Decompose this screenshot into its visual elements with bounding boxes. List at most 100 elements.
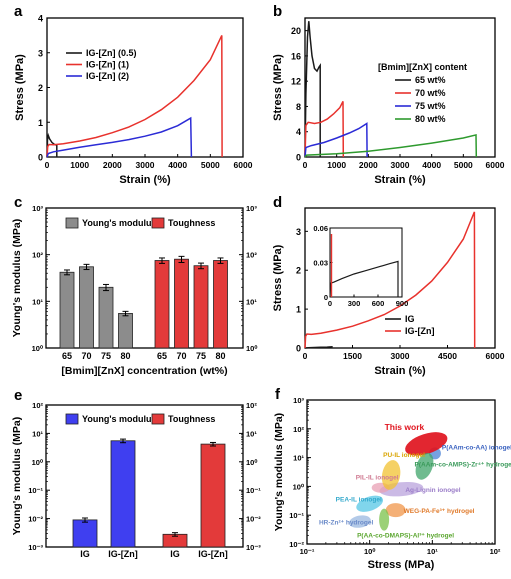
region-label: P(AA-co-DMAPS)-Al³⁺ hydrogel — [357, 533, 454, 540]
panel-letter: f — [275, 386, 281, 403]
y-tick-label: 2 — [296, 266, 301, 276]
y-tick-label-right: 10² — [246, 251, 257, 260]
series-line — [304, 101, 345, 158]
x-category-label: IG-[Zn] — [108, 549, 138, 559]
legend-label: 70 wt% — [415, 88, 446, 98]
x-category-label: 80 — [120, 351, 130, 361]
x-axis-label: Strain (%) — [374, 174, 426, 186]
legend-label: 80 wt% — [415, 114, 446, 124]
y-tick-label: 0 — [296, 153, 301, 163]
bar — [118, 313, 133, 349]
y-tick-label: 1 — [296, 305, 301, 315]
x-category-label: 70 — [176, 351, 186, 361]
x-tick-label: 4500 — [438, 351, 457, 361]
y-axis-label: Stress (MPa) — [14, 54, 26, 121]
y-tick-label: 4 — [38, 14, 43, 24]
y-tick-label: 4 — [296, 127, 301, 137]
y-tick-label: 12 — [291, 77, 301, 87]
panel-letter: b — [273, 3, 282, 20]
x-tick-label: 4000 — [422, 160, 441, 170]
property-region — [356, 495, 384, 512]
x-tick-label: 1500 — [343, 351, 362, 361]
bar — [174, 258, 189, 349]
legend-swatch — [65, 413, 79, 425]
bar — [200, 443, 226, 548]
plot-frame — [306, 399, 496, 545]
panel-letter: e — [14, 387, 22, 404]
region-label: WEG-PA-Fe³⁺ hydrogel — [404, 508, 475, 515]
legend-title: [Bmim][ZnX] content — [378, 62, 467, 72]
region-label: Ag-Lignin ionogel — [405, 487, 460, 494]
y-tick-label: 1 — [38, 118, 43, 128]
bar — [98, 286, 114, 349]
y-tick-label-left: 10⁻³ — [28, 543, 43, 552]
series-line — [304, 133, 478, 158]
y-tick-label-right: 10² — [246, 401, 257, 410]
y-tick-label-right: 10⁰ — [246, 458, 258, 467]
inset-frame — [329, 227, 403, 298]
y-tick-label: 2 — [38, 83, 43, 93]
region-label: P(AAm-co-AA) ionogel — [442, 444, 511, 451]
y-tick-label: 0 — [38, 153, 43, 163]
y-tick-label: 10⁻¹ — [289, 511, 304, 520]
legend-swatch — [151, 217, 165, 229]
bar — [193, 265, 209, 349]
y-tick-label: 16 — [291, 51, 301, 61]
y-tick-label: 3 — [38, 48, 43, 58]
legend-label: Young's modulus — [82, 414, 156, 424]
x-category-label: 70 — [81, 351, 91, 361]
legend-label: IG-[Zn] — [405, 326, 435, 336]
y-tick-label: 0 — [296, 344, 301, 354]
y-axis-label: Young's modulus (MPa) — [11, 219, 23, 337]
x-category-label: IG-[Zn] — [198, 549, 228, 559]
x-tick-label: 0 — [45, 160, 50, 170]
region-label: PU-IL ionogel — [383, 452, 425, 459]
series-line — [304, 346, 333, 349]
property-region — [379, 508, 390, 531]
y-tick-label-left: 10⁻² — [28, 515, 43, 524]
plot-frame — [45, 207, 244, 349]
inset-x-tick-label: 0 — [328, 299, 332, 308]
panel-a: a 0 1000 2000 3000 4000 5000 6000 0 1 2 3 4 Strain (%… — [14, 3, 253, 186]
inset-x-tick-label: 900 — [396, 299, 409, 308]
y-tick-label-right: 10¹ — [246, 429, 257, 438]
y-axis-label: Young's modulus (MPa) — [11, 417, 23, 535]
plot-frame — [304, 17, 496, 158]
legend-swatch — [65, 217, 79, 229]
legend-label: IG — [405, 314, 415, 324]
legend-label: 75 wt% — [415, 101, 446, 111]
series-line — [46, 116, 193, 158]
x-tick-label: 10² — [490, 547, 501, 556]
property-region — [405, 432, 448, 456]
x-tick-label: 6000 — [234, 160, 253, 170]
property-region — [385, 503, 406, 518]
bar — [154, 260, 170, 349]
inset-y-tick-label: 0 — [324, 293, 328, 302]
panel-b: b 0 1000 2000 3000 4000 5000 6000 0 4 8 12 16 20 Strai… — [272, 3, 505, 186]
x-category-label: 75 — [196, 351, 206, 361]
y-tick-label-right: 10⁻¹ — [246, 486, 261, 495]
panel-letter: c — [14, 194, 22, 211]
y-tick-label: 10² — [293, 425, 304, 434]
y-tick-label-left: 10¹ — [32, 429, 43, 438]
x-axis-label: Stress (MPa) — [368, 559, 435, 571]
legend-label: Toughness — [168, 414, 215, 424]
panel-letter: d — [273, 194, 282, 211]
x-tick-label: 5000 — [454, 160, 473, 170]
x-axis-label: Strain (%) — [119, 174, 171, 186]
y-axis-label: Young's modulus (MPa) — [273, 413, 285, 531]
bar — [72, 519, 98, 548]
y-tick-label: 8 — [296, 102, 301, 112]
y-tick-label: 3 — [296, 227, 301, 237]
legend-label: IG-[Zn] (2) — [86, 71, 129, 81]
property-region — [349, 515, 371, 528]
y-tick-label-left: 10⁰ — [32, 458, 44, 467]
y-tick-label: 10⁻² — [289, 540, 304, 549]
inset-x-tick-label: 600 — [372, 299, 385, 308]
bar — [110, 440, 136, 548]
x-tick-label: 3000 — [391, 351, 410, 361]
legend-swatch — [151, 413, 165, 425]
inset-x-tick-label: 300 — [348, 299, 361, 308]
x-category-label: IG — [170, 549, 180, 559]
